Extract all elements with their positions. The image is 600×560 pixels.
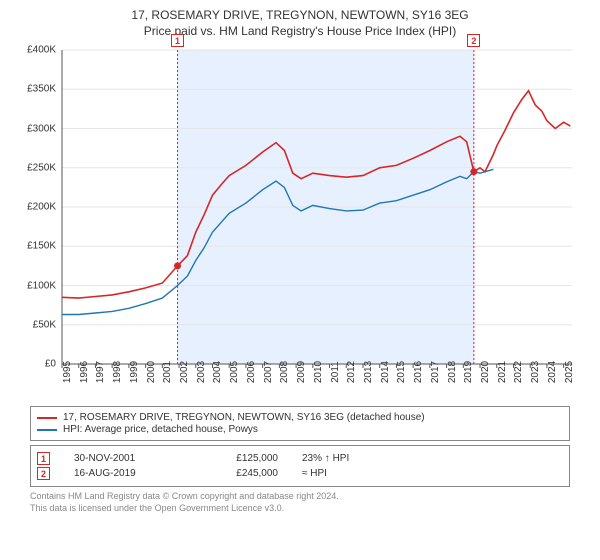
x-axis-label: 2022 xyxy=(513,361,524,383)
x-axis-label: 2016 xyxy=(413,361,424,383)
y-axis-label: £0 xyxy=(12,359,56,370)
x-axis-label: 2013 xyxy=(363,361,374,383)
x-axis-label: 2012 xyxy=(346,361,357,383)
y-axis-label: £400K xyxy=(12,45,56,56)
x-axis-label: 2006 xyxy=(246,361,257,383)
attribution-line-1: Contains HM Land Registry data © Crown c… xyxy=(30,491,570,503)
x-axis-label: 2021 xyxy=(497,361,508,383)
x-axis-label: 2015 xyxy=(396,361,407,383)
x-axis-label: 2019 xyxy=(463,361,474,383)
y-axis-label: £100K xyxy=(12,280,56,291)
x-axis-label: 2009 xyxy=(296,361,307,383)
y-axis-label: £350K xyxy=(12,84,56,95)
x-axis-label: 2005 xyxy=(229,361,240,383)
price-chart: £0£50K£100K£150K£200K£250K£300K£350K£400… xyxy=(20,44,580,404)
transaction-vs-hpi: ≈ HPI xyxy=(302,468,392,479)
transaction-price: £125,000 xyxy=(198,453,278,464)
x-axis-label: 1999 xyxy=(129,361,140,383)
x-axis-label: 2007 xyxy=(263,361,274,383)
x-axis-label: 2004 xyxy=(212,361,223,383)
transaction-row: 2 16-AUG-2019 £245,000 ≈ HPI xyxy=(37,467,563,480)
x-axis-label: 2014 xyxy=(380,361,391,383)
transaction-marker-id: 1 xyxy=(37,452,50,465)
x-axis-label: 2023 xyxy=(530,361,541,383)
y-axis-label: £300K xyxy=(12,123,56,134)
legend-item: 17, ROSEMARY DRIVE, TREGYNON, NEWTOWN, S… xyxy=(37,412,563,423)
x-axis-label: 2002 xyxy=(179,361,190,383)
x-axis-label: 2008 xyxy=(279,361,290,383)
legend-swatch xyxy=(37,429,57,431)
x-axis-label: 1995 xyxy=(62,361,73,383)
transactions-table: 1 30-NOV-2001 £125,000 23% ↑ HPI 2 16-AUG-201… xyxy=(30,445,570,487)
x-axis-label: 1998 xyxy=(112,361,123,383)
y-axis-label: £150K xyxy=(12,241,56,252)
x-axis-label: 1997 xyxy=(95,361,106,383)
x-axis-label: 2001 xyxy=(162,361,173,383)
legend-label: 17, ROSEMARY DRIVE, TREGYNON, NEWTOWN, S… xyxy=(63,412,425,423)
transaction-price: £245,000 xyxy=(198,468,278,479)
page-subtitle: Price paid vs. HM Land Registry's House … xyxy=(10,24,590,38)
transaction-row: 1 30-NOV-2001 £125,000 23% ↑ HPI xyxy=(37,452,563,465)
x-axis-label: 2000 xyxy=(146,361,157,383)
y-axis-label: £50K xyxy=(12,319,56,330)
legend-item: HPI: Average price, detached house, Powy… xyxy=(37,424,563,435)
transaction-marker: 1 xyxy=(171,34,184,47)
x-axis-label: 2024 xyxy=(547,361,558,383)
x-axis-label: 2025 xyxy=(564,361,575,383)
x-axis-label: 2010 xyxy=(313,361,324,383)
transaction-vs-hpi: 23% ↑ HPI xyxy=(302,453,392,464)
legend: 17, ROSEMARY DRIVE, TREGYNON, NEWTOWN, S… xyxy=(30,406,570,441)
transaction-date: 16-AUG-2019 xyxy=(74,468,174,479)
x-axis-label: 2003 xyxy=(196,361,207,383)
x-axis-label: 1996 xyxy=(79,361,90,383)
transaction-marker-id: 2 xyxy=(37,467,50,480)
legend-swatch xyxy=(37,417,57,419)
x-axis-label: 2020 xyxy=(480,361,491,383)
y-axis-label: £200K xyxy=(12,202,56,213)
y-axis-label: £250K xyxy=(12,162,56,173)
legend-label: HPI: Average price, detached house, Powy… xyxy=(63,424,258,435)
transaction-marker: 2 xyxy=(467,34,480,47)
x-axis-label: 2011 xyxy=(330,361,341,383)
attribution-line-2: This data is licensed under the Open Gov… xyxy=(30,503,570,515)
x-axis-label: 2017 xyxy=(430,361,441,383)
x-axis-label: 2018 xyxy=(447,361,458,383)
transaction-date: 30-NOV-2001 xyxy=(74,453,174,464)
attribution-text: Contains HM Land Registry data © Crown c… xyxy=(30,491,570,514)
page-title: 17, ROSEMARY DRIVE, TREGYNON, NEWTOWN, S… xyxy=(10,8,590,22)
